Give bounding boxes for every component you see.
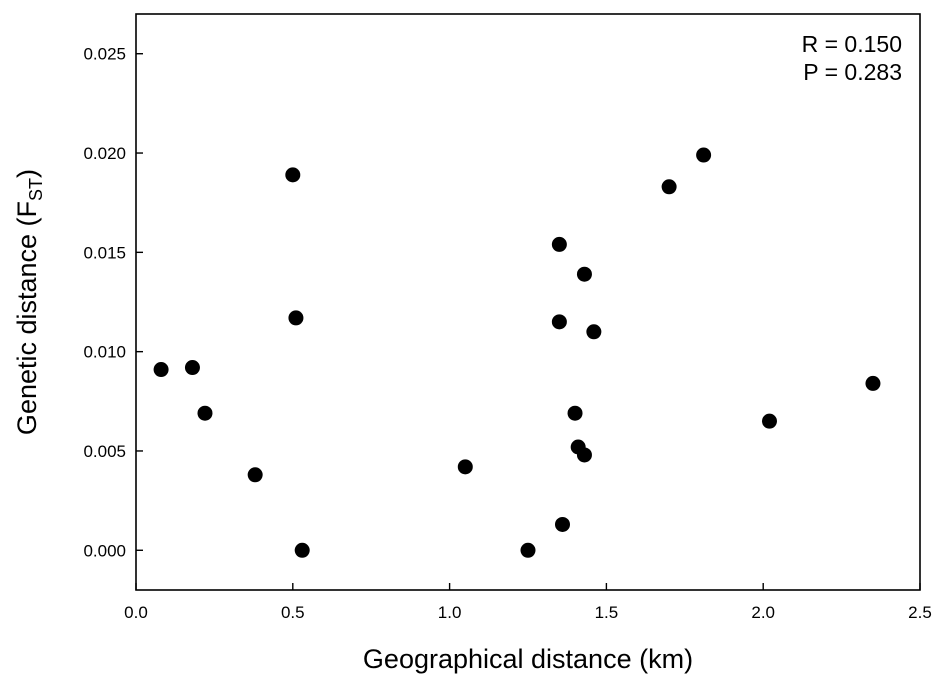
y-axis-title-main: Genetic distance (F: [12, 201, 42, 435]
y-axis-title: Genetic distance (FST): [12, 169, 46, 435]
x-tick-label: 0.5: [281, 603, 305, 622]
data-point: [761, 413, 777, 429]
y-axis-title-close: ): [12, 169, 42, 178]
x-tick-label: 2.0: [751, 603, 775, 622]
x-tick-label: 1.5: [595, 603, 619, 622]
data-point: [567, 405, 583, 421]
x-tick-label: 0.0: [124, 603, 148, 622]
y-axis-title-subscript: ST: [26, 178, 46, 201]
annotation-p: P = 0.283: [803, 59, 902, 85]
annotation-r: R = 0.150: [802, 31, 902, 57]
y-tick-label: 0.010: [83, 343, 126, 362]
data-point: [696, 147, 712, 163]
data-point: [586, 324, 602, 340]
data-point: [576, 266, 592, 282]
data-point: [184, 360, 200, 376]
x-tick-label: 1.0: [438, 603, 462, 622]
data-point: [285, 167, 301, 183]
data-point: [288, 310, 304, 326]
y-tick-label: 0.005: [83, 442, 126, 461]
plot-frame: [135, 13, 921, 591]
data-point: [197, 405, 213, 421]
data-points: [153, 147, 881, 558]
data-point: [554, 516, 570, 532]
data-point: [294, 542, 310, 558]
data-point: [576, 447, 592, 463]
data-point: [153, 362, 169, 378]
data-point: [661, 179, 677, 195]
x-axis: 0.0 0.5 1.0 1.5 2.0 2.5: [124, 583, 932, 622]
y-tick-label: 0.000: [83, 541, 126, 560]
y-tick-label: 0.020: [83, 144, 126, 163]
data-point: [520, 542, 536, 558]
data-point: [551, 314, 567, 330]
y-tick-label: 0.025: [83, 45, 126, 64]
data-point: [457, 459, 473, 475]
data-point: [551, 236, 567, 252]
y-axis: 0.000 0.005 0.010 0.015 0.020 0.025: [83, 45, 143, 560]
x-axis-title: Geographical distance (km): [363, 644, 693, 674]
data-point: [247, 467, 263, 483]
y-tick-label: 0.015: [83, 243, 126, 262]
data-point: [865, 375, 881, 391]
x-tick-label: 2.5: [908, 603, 932, 622]
